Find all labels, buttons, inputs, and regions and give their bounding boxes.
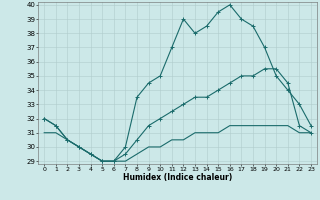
X-axis label: Humidex (Indice chaleur): Humidex (Indice chaleur) xyxy=(123,173,232,182)
